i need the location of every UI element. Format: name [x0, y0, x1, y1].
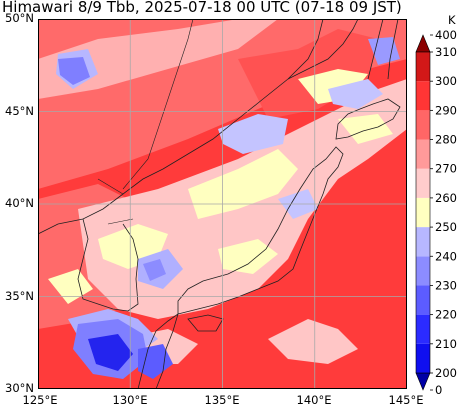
colorbar-tick-label: 200 [435, 366, 457, 380]
colorbar-tick-label: 290 [435, 103, 457, 117]
colorbar-block [416, 139, 430, 169]
cloud-patches-yellow [48, 69, 393, 304]
colorbar-block [416, 343, 430, 373]
colorbar-tick-label: 0 [435, 383, 442, 397]
y-tick-label: 30°N [5, 381, 34, 395]
borders [97, 19, 194, 225]
x-tick-label: 145°E [388, 393, 424, 407]
colorbar-block [416, 110, 430, 140]
colorbar-block [416, 256, 430, 286]
colorbar-extend-min [415, 372, 431, 391]
colorbar-tick-label: 400 [435, 28, 457, 42]
colorbar-block [416, 227, 430, 257]
colorbar-blocks [415, 34, 431, 391]
colorbar-tick-label: 250 [435, 220, 457, 234]
colorbar-frame [415, 51, 431, 374]
y-tick-label: 45°N [5, 104, 34, 118]
y-tick-label: 35°N [5, 289, 34, 303]
x-tick-label: 135°E [204, 393, 240, 407]
cloud-patches-blue [58, 37, 400, 379]
colorbar-tick-label: 300 [435, 74, 457, 88]
colorbar-labels: 0 200 210 220 230 240 250 260 270 280 290 300 310 400 [430, 28, 457, 397]
colorbar-extend-max [415, 34, 431, 53]
colorbar-block [416, 285, 430, 315]
colorbar-tick-label: 310 [435, 45, 457, 59]
colorbar-block [416, 81, 430, 111]
colorbar-tick-label: 280 [435, 133, 457, 147]
colorbar-block [416, 197, 430, 228]
graticule [38, 19, 407, 389]
y-tick-label: 40°N [5, 196, 34, 210]
colorbar-tick-label: 230 [435, 278, 457, 292]
coastlines [38, 19, 401, 389]
colorbar-block [416, 168, 430, 198]
x-tick-label: 125°E [22, 393, 58, 407]
colorbar-unit: K [448, 13, 456, 27]
satellite-map[interactable] [38, 19, 407, 389]
map-title: Himawari 8/9 Tbb, 2025-07-18 00 UTC (07-… [2, 0, 402, 16]
colorbar-tick-label: 220 [435, 308, 457, 322]
map-canvas [38, 19, 407, 389]
colorbar: K 0 200 210 220 230 240 250 260 270 280 290 300 310 4… [415, 13, 457, 397]
colorbar-tick-label: 260 [435, 191, 457, 205]
colorbar-tick-label: 210 [435, 337, 457, 351]
colorbar-tick-label: 270 [435, 162, 457, 176]
colorbar-tick-label: 240 [435, 249, 457, 263]
colorbar-block [416, 314, 430, 344]
colorbar-block [416, 52, 430, 82]
y-tick-label: 50°N [5, 11, 34, 25]
x-tick-label: 130°E [112, 393, 148, 407]
x-tick-label: 140°E [296, 393, 332, 407]
map-frame [38, 19, 407, 389]
